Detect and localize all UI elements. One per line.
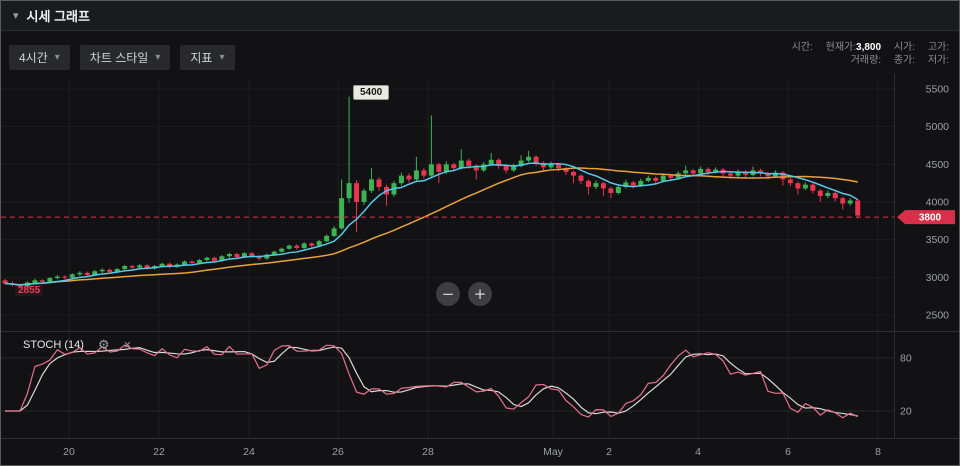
chart-toolbar: 4시간 ▾ 차트 스타일 ▾ 지표 ▾ [1,31,959,73]
svg-text:26: 26 [332,446,344,458]
svg-text:22: 22 [153,446,165,458]
low-label: 저가: [927,55,949,66]
low-price-flag: 2855 [15,285,44,296]
gear-icon[interactable]: ⚙ [97,337,110,352]
svg-text:2: 2 [606,446,612,458]
svg-text:4: 4 [695,446,701,458]
svg-text:3000: 3000 [926,272,950,284]
current-price-label: 현재가: [825,42,857,53]
svg-text:4500: 4500 [926,159,950,171]
indicator-button[interactable]: 지표 ▾ [180,44,235,70]
chevron-down-icon[interactable]: ▾ [13,10,19,22]
current-price-value: 3,800 [856,42,882,53]
ohlc-row-2: 거래량: 종가: 저가: [782,54,949,67]
zoom-controls: − + [436,282,492,306]
chart-section-header: ▾ 시세 그래프 [1,1,959,31]
svg-text:3500: 3500 [926,234,950,246]
svg-text:5000: 5000 [926,121,950,133]
high-price-flag: 5400 [353,85,390,100]
chart-canvas-area[interactable]: 3800 5500 5000 4500 4000 3500 3000 2500 80 20 20 22… [1,71,960,466]
high-label: 고가: [927,42,949,53]
stoch-indicator-header: STOCH (14) ⚙ × [23,338,131,352]
volume-label: 거래량: [850,55,882,66]
svg-text:8: 8 [875,446,881,458]
page-title: 시세 그래프 [26,9,90,24]
chevron-down-icon: ▾ [54,51,60,63]
chevron-down-icon: ▾ [155,51,161,63]
time-label: 시간: [791,42,813,53]
svg-text:24: 24 [243,446,255,458]
svg-text:28: 28 [422,446,434,458]
chevron-down-icon: ▾ [219,51,225,63]
svg-text:20: 20 [63,446,75,458]
chart-style-label: 차트 스타일 [89,50,149,65]
interval-label: 4시간 [19,50,48,65]
zoom-out-button[interactable]: − [436,282,460,306]
svg-text:May: May [543,446,564,458]
svg-text:5500: 5500 [926,84,950,96]
svg-text:6: 6 [785,446,791,458]
ohlc-info-panel: 시간: 현재가:3,800 시가: 고가: 거래량: 종가: 저가: [782,41,949,67]
close-label: 종가: [893,55,916,66]
zoom-in-button[interactable]: + [468,282,492,306]
open-label: 시가: [893,42,916,53]
svg-text:20: 20 [900,406,912,418]
close-icon[interactable]: × [123,337,132,352]
chart-style-button[interactable]: 차트 스타일 ▾ [79,44,171,70]
svg-text:80: 80 [900,353,912,365]
svg-text:3800: 3800 [919,213,942,224]
indicator-label: 지표 [190,50,213,65]
svg-text:2500: 2500 [926,310,950,322]
stoch-label: STOCH (14) [23,339,84,351]
ohlc-row-1: 시간: 현재가:3,800 시가: 고가: [782,41,949,54]
interval-select-button[interactable]: 4시간 ▾ [9,44,70,70]
svg-text:4000: 4000 [926,197,950,209]
